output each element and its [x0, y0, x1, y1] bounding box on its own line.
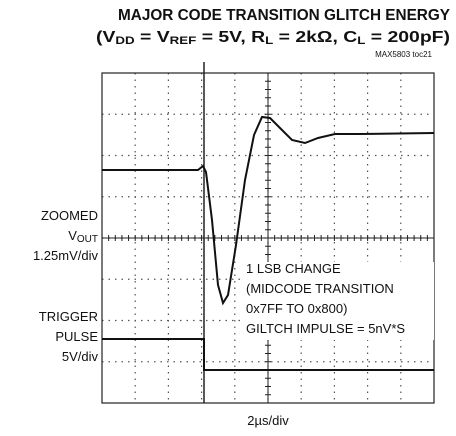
- annotation: GILTCH IMPULSE = 5nV*S: [246, 321, 405, 336]
- time-scale: 2µs/div: [247, 413, 289, 428]
- ch1-label: ZOOMED: [41, 208, 98, 223]
- annotation: 0x7FF TO 0x800): [246, 301, 347, 316]
- annotation-bg: [244, 262, 434, 340]
- vout-trace: [102, 115, 435, 306]
- subtitle-sub: L: [265, 35, 273, 47]
- annotation: 1 LSB CHANGE: [246, 261, 341, 276]
- scope-grid: [102, 73, 434, 403]
- trigger-trace: [102, 338, 434, 371]
- subtitle-part: = 5V, R: [196, 29, 265, 46]
- ch1-label: VOUT: [68, 228, 98, 245]
- figure-id: MAX5803 toc21: [375, 50, 432, 59]
- subtitle-sub: L: [357, 35, 365, 47]
- subtitle-sub: REF: [170, 35, 197, 47]
- subtitle-part: = 2kΩ, C: [273, 29, 358, 46]
- ch1-scale: 1.25mV/div: [33, 248, 99, 263]
- title: MAJOR CODE TRANSITION GLITCH ENERGY: [118, 7, 450, 24]
- ch1-label-part: V: [68, 228, 77, 243]
- ch1-label-sub: OUT: [77, 234, 98, 245]
- ch2-scale: 5V/div: [62, 349, 99, 364]
- ch2-label: PULSE: [55, 329, 98, 344]
- subtitle-part: = 200pF): [365, 29, 450, 46]
- ch2-label: TRIGGER: [39, 309, 98, 324]
- subtitle-part: = V: [135, 29, 170, 46]
- subtitle-part: (V: [96, 29, 116, 46]
- plot-frame: [101, 72, 435, 404]
- subtitle-sub: DD: [115, 35, 134, 47]
- annotation: (MIDCODE TRANSITION: [246, 281, 394, 296]
